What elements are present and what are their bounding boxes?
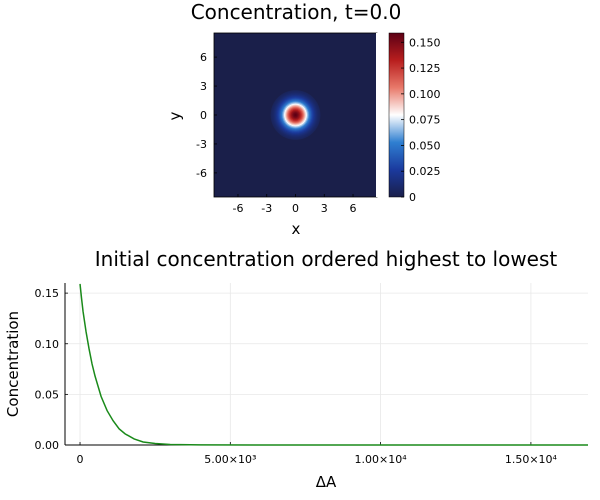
heatmap-y-ticks: 6 3 0 -3 -6 bbox=[196, 51, 217, 180]
heatmap-x-ticks: -6 -3 0 3 6 bbox=[232, 194, 357, 215]
x-tick-label: 5.00×10³ bbox=[204, 453, 256, 466]
y-tick-label: 0.00 bbox=[35, 439, 60, 452]
heatmap-y-tick-label: 6 bbox=[200, 51, 207, 64]
colorbar-tick-label: 0.025 bbox=[409, 165, 441, 178]
colorbar-tick-label: 0 bbox=[409, 191, 416, 204]
y-tick-label: 0.05 bbox=[35, 388, 60, 401]
x-tick-label: 1.50×10⁴ bbox=[505, 453, 558, 466]
y-tick-label: 0.15 bbox=[35, 287, 60, 300]
colorbar-tick-label: 0.075 bbox=[409, 114, 441, 127]
y-tick-label: 0.10 bbox=[35, 338, 60, 351]
line-chart-y-ticks: 0.15 0.10 0.05 0.00 bbox=[35, 287, 68, 452]
colorbar bbox=[388, 32, 405, 198]
x-tick-label: 0 bbox=[77, 453, 84, 466]
line-chart-ylabel: Concentration bbox=[4, 311, 22, 417]
line-chart-series-line bbox=[79, 283, 588, 446]
heatmap-x-tick-label: -3 bbox=[261, 202, 272, 215]
line-chart-grid bbox=[65, 283, 588, 446]
heatmap-x-tick-label: 3 bbox=[321, 202, 328, 215]
heatmap-x-tick-label: 0 bbox=[292, 202, 299, 215]
heatmap-y-tick-label: -3 bbox=[196, 138, 207, 151]
heatmap-y-tick-label: -6 bbox=[196, 167, 207, 180]
colorbar-tick-label: 0.050 bbox=[409, 139, 441, 152]
heatmap-contour bbox=[294, 113, 297, 117]
x-tick-label: 1.00×10⁴ bbox=[355, 453, 408, 466]
line-chart-title: Initial concentration ordered highest to… bbox=[95, 247, 558, 271]
heatmap-y-tick-label: 3 bbox=[200, 80, 207, 93]
heatmap-peak bbox=[270, 90, 321, 140]
colorbar-ticks: 0.150 0.125 0.100 0.075 0.050 0.025 0 bbox=[401, 36, 441, 204]
colorbar-tick-label: 0.150 bbox=[409, 36, 441, 49]
heatmap-ylabel: y bbox=[166, 111, 184, 120]
line-chart-xlabel: ΔA bbox=[316, 473, 337, 491]
heatmap-x-tick-label: -6 bbox=[232, 202, 243, 215]
line-chart-x-ticks: 0 5.00×10³ 1.00×10⁴ 1.50×10⁴ bbox=[77, 442, 558, 466]
colorbar-tick-label: 0.100 bbox=[409, 88, 441, 101]
heatmap-xlabel: x bbox=[292, 220, 301, 238]
heatmap-title: Concentration, t=0.0 bbox=[191, 0, 402, 24]
heatmap-y-tick-label: 0 bbox=[200, 109, 207, 122]
heatmap-x-tick-label: 6 bbox=[350, 202, 357, 215]
colorbar-tick-label: 0.125 bbox=[409, 62, 441, 75]
